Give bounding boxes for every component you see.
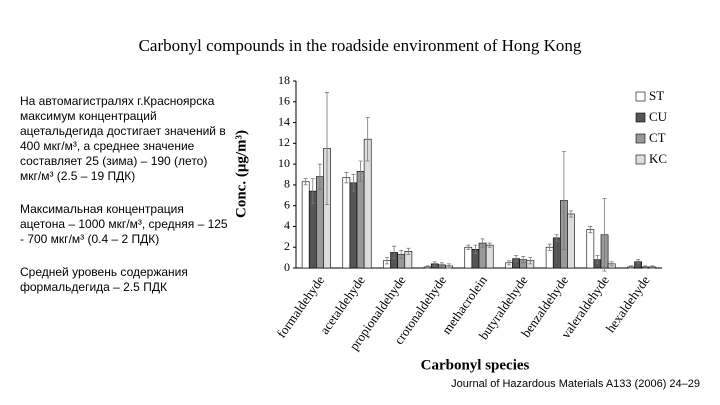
error-bar: [392, 245, 397, 260]
error-bar: [447, 263, 452, 269]
error-bar: [602, 197, 607, 272]
x-axis-title: Carbonyl species: [421, 357, 530, 373]
error-bar: [547, 243, 552, 251]
legend-label: KC: [649, 151, 667, 166]
legend-swatch: [635, 112, 646, 123]
y-tick-label: 2: [284, 239, 290, 253]
bar: [567, 213, 575, 269]
y-tick-label: 0: [284, 260, 290, 274]
bar: [342, 177, 351, 269]
y-axis-title: Conc. (μg/m³): [233, 130, 249, 218]
error-bar: [561, 151, 566, 250]
note: Средней уровень содержания формальдегида…: [20, 265, 188, 294]
error-bar: [628, 265, 633, 269]
error-bar: [406, 247, 411, 255]
bar: [586, 229, 595, 269]
error-bar: [351, 174, 356, 192]
error-bar: [506, 260, 511, 266]
bar: [485, 244, 494, 269]
error-bar: [303, 178, 308, 186]
y-tick-label: 6: [284, 197, 290, 211]
legend-label: CT: [649, 130, 666, 145]
y-tick-label: 10: [278, 156, 290, 170]
error-bar: [636, 259, 641, 265]
y-tick-label: 12: [278, 135, 290, 149]
bar: [464, 246, 473, 269]
error-bar: [588, 226, 593, 234]
y-tick-label: 4: [284, 218, 290, 232]
legend-label: CU: [649, 109, 668, 124]
error-bar: [317, 163, 322, 190]
error-bar: [439, 262, 444, 268]
error-bar: [425, 265, 430, 269]
y-tick-label: 8: [284, 177, 290, 191]
error-bar: [609, 261, 614, 267]
note: Максимальная концентрация ацетона – 1000…: [20, 202, 228, 246]
error-bar: [650, 265, 655, 269]
legend-label: ST: [649, 88, 664, 103]
error-bar: [399, 249, 404, 260]
notes: На автомагистралях г.Красноярска максиму…: [20, 94, 230, 313]
error-bar: [487, 242, 492, 248]
bar: [349, 182, 358, 269]
error-bar: [554, 234, 559, 242]
y-tick-label: 18: [278, 73, 290, 87]
error-bar: [358, 160, 363, 183]
error-bar: [569, 210, 574, 218]
error-bar: [365, 116, 370, 162]
slide-title: Carbonyl compounds in the roadside envir…: [138, 36, 582, 55]
note: На автомагистралях г.Красноярска максиму…: [20, 94, 226, 183]
error-bar: [521, 256, 526, 264]
bar: [301, 181, 310, 269]
y-tick-label: 14: [278, 114, 290, 128]
error-bar: [432, 261, 437, 267]
legend-swatch: [635, 133, 646, 144]
error-bar: [595, 255, 600, 265]
y-tick-label: 16: [278, 94, 290, 108]
error-bar: [344, 172, 349, 184]
legend-swatch: [635, 91, 646, 102]
error-bar: [325, 92, 330, 206]
error-bar: [466, 244, 471, 250]
bar: [356, 171, 365, 269]
error-bar: [473, 244, 478, 254]
error-bar: [480, 238, 485, 248]
legend-swatch: [635, 154, 646, 165]
error-bar: [528, 257, 533, 265]
error-bar: [514, 255, 519, 263]
citation: Journal of Hazardous Materials A133 (200…: [451, 378, 700, 390]
error-bar: [643, 265, 648, 269]
error-bar: [310, 178, 315, 204]
bar: [552, 237, 561, 269]
bar: [316, 176, 324, 269]
error-bar: [384, 257, 389, 265]
